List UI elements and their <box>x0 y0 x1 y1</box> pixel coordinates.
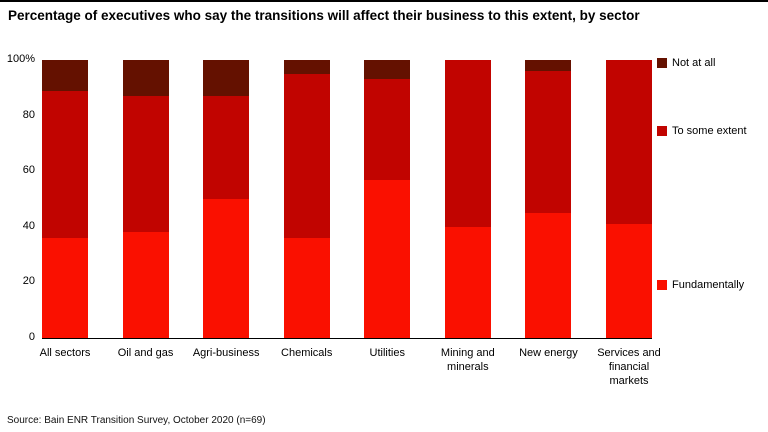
bar-segment <box>203 60 250 97</box>
y-tick-label: 80 <box>22 108 35 121</box>
bar-segment <box>606 60 652 225</box>
bar-1 <box>122 60 169 338</box>
bar-segment <box>122 96 169 233</box>
bar-segment <box>283 237 330 338</box>
x-axis-label: Utilities <box>369 347 405 359</box>
legend-entry-not-at-all: Not at all <box>657 57 715 69</box>
bar-segment <box>203 96 250 199</box>
x-axis-label: Mining and minerals <box>440 347 495 373</box>
legend-label-fundamentally: Fundamentally <box>672 279 745 291</box>
legend-swatch-not-at-all <box>657 58 667 68</box>
bar-segment <box>203 199 250 338</box>
bar-segment <box>525 60 572 72</box>
source-note: Source: Bain ENR Transition Survey, Octo… <box>7 415 266 426</box>
bar-segment <box>364 179 411 338</box>
bar-6 <box>525 60 572 338</box>
bar-2 <box>203 60 250 338</box>
legend-label-to-some-extent: To some extent <box>672 125 747 137</box>
legend-entry-fundamentally: Fundamentally <box>657 279 744 291</box>
x-axis-label: New energy <box>519 347 578 359</box>
y-axis: 100% 80 60 40 20 0 <box>0 53 37 343</box>
y-tick-label: 20 <box>22 275 35 288</box>
chart-title: Percentage of executives who say the tra… <box>8 8 640 23</box>
legend-label-not-at-all: Not at all <box>672 57 716 69</box>
legend-entry-to-some-extent: To some extent <box>657 125 747 137</box>
bar-segment <box>525 71 572 213</box>
bar-3 <box>283 60 330 338</box>
bar-segment <box>364 79 411 180</box>
bar-segment <box>122 60 169 97</box>
legend-swatch-fundamentally <box>657 280 667 290</box>
x-axis-labels: All sectors Oil and gas Agri-business Chemi… <box>0 347 768 399</box>
bar-7 <box>606 60 652 338</box>
bar-segment <box>444 60 491 227</box>
x-axis-label: All sectors <box>39 347 91 359</box>
x-axis-label: Oil and gas <box>117 347 174 359</box>
x-axis-label: Services and financial markets <box>597 347 661 387</box>
bar-segment <box>444 226 491 338</box>
plot-area <box>42 60 652 339</box>
bar-0 <box>42 60 88 338</box>
bar-segment <box>42 90 88 238</box>
bar-segment <box>364 60 411 80</box>
y-tick-label: 40 <box>22 219 35 232</box>
legend-swatch-to-some-extent <box>657 126 667 136</box>
x-axis-label: Chemicals <box>281 347 333 359</box>
y-tick-label: 0 <box>28 331 35 343</box>
bar-segment <box>42 237 88 338</box>
bar-4 <box>364 60 411 338</box>
y-tick-label: 60 <box>22 164 35 177</box>
y-tick-label: 100% <box>6 53 35 65</box>
x-axis-label: Agri-business <box>192 347 260 359</box>
bar-segment <box>283 60 330 74</box>
bar-segment <box>525 212 572 338</box>
bar-5 <box>444 60 491 338</box>
bar-segment <box>283 73 330 238</box>
bar-segment <box>42 60 88 91</box>
bar-segment <box>122 232 169 338</box>
bar-segment <box>606 224 652 338</box>
top-divider <box>0 0 768 2</box>
